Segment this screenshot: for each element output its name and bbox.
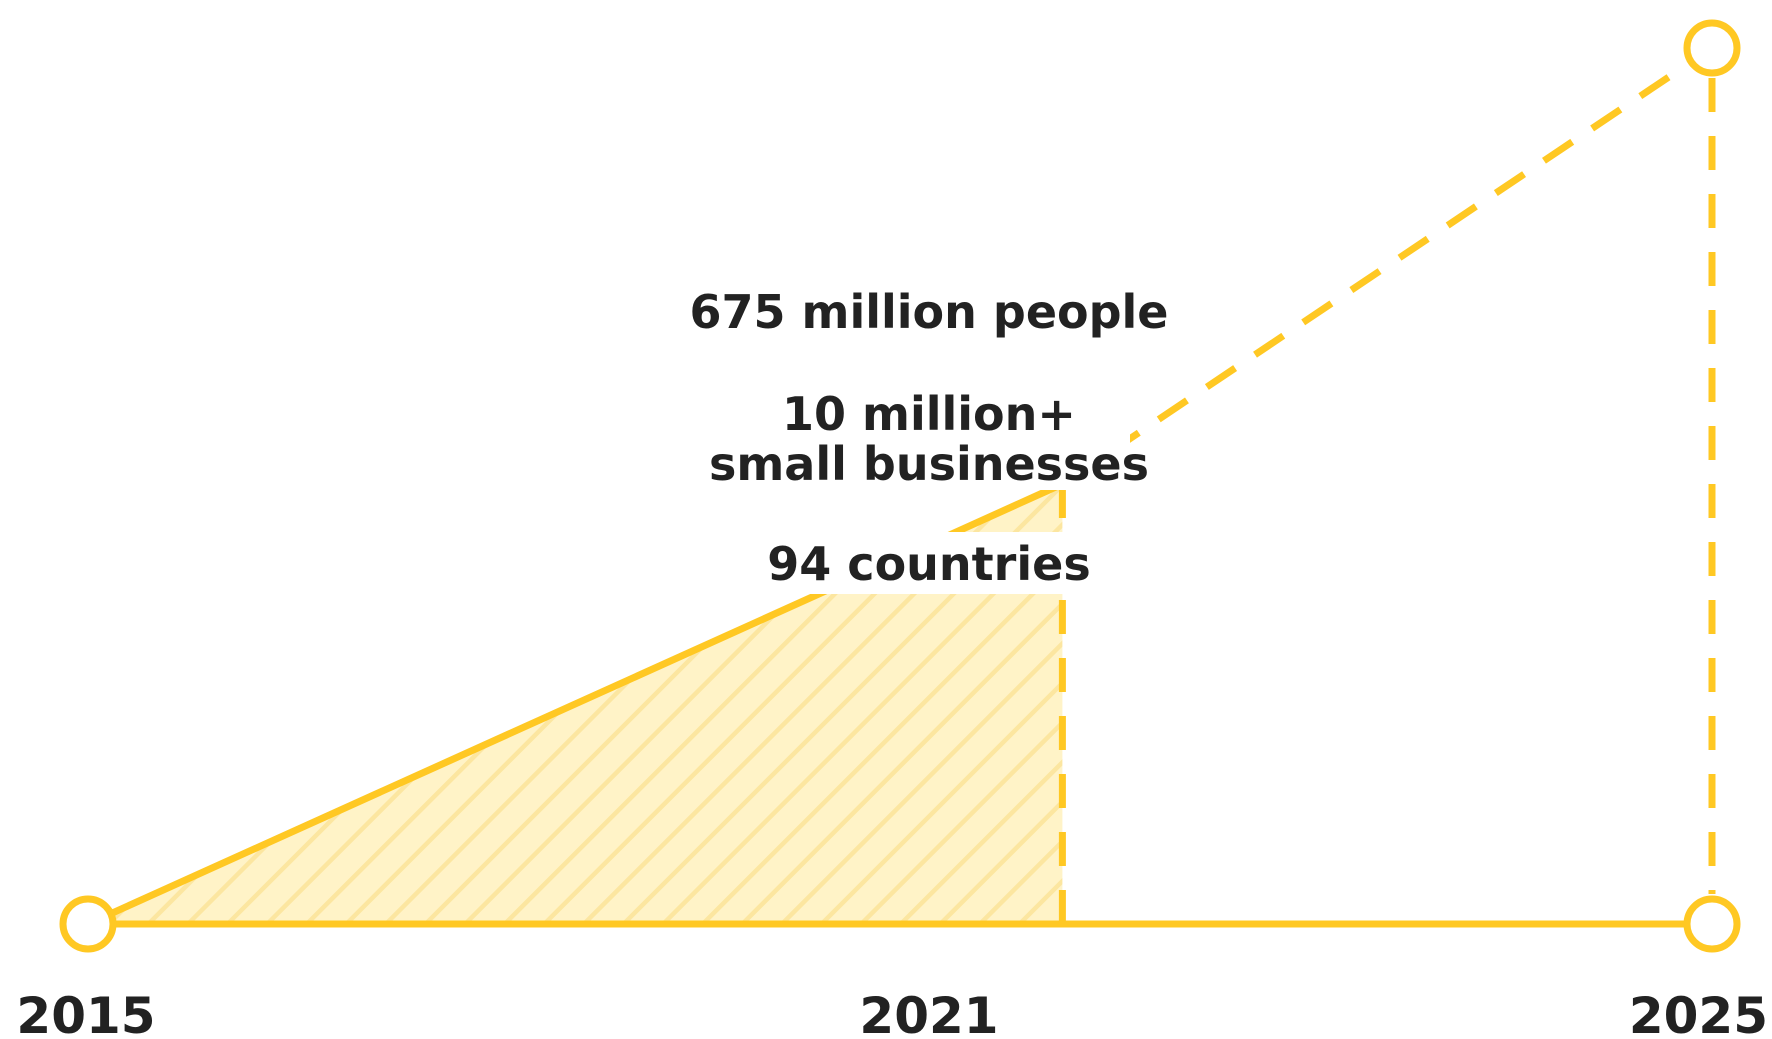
point-2025-baseline (1683, 895, 1741, 953)
tick-label-2025: 2025 (1629, 987, 1768, 1039)
tick-label-2015: 2015 (16, 987, 155, 1039)
annotation-businesses-line1: 10 million+ (782, 387, 1076, 441)
projected-trend-line (1060, 45, 1714, 487)
annotation-businesses-line2: small businesses (709, 437, 1149, 491)
annotation-people: 675 million people (689, 285, 1168, 339)
annotation-countries: 94 countries (767, 537, 1090, 591)
tick-label-2021: 2021 (859, 987, 998, 1039)
point-2015 (59, 895, 117, 953)
point-2025-projection (1683, 19, 1741, 77)
